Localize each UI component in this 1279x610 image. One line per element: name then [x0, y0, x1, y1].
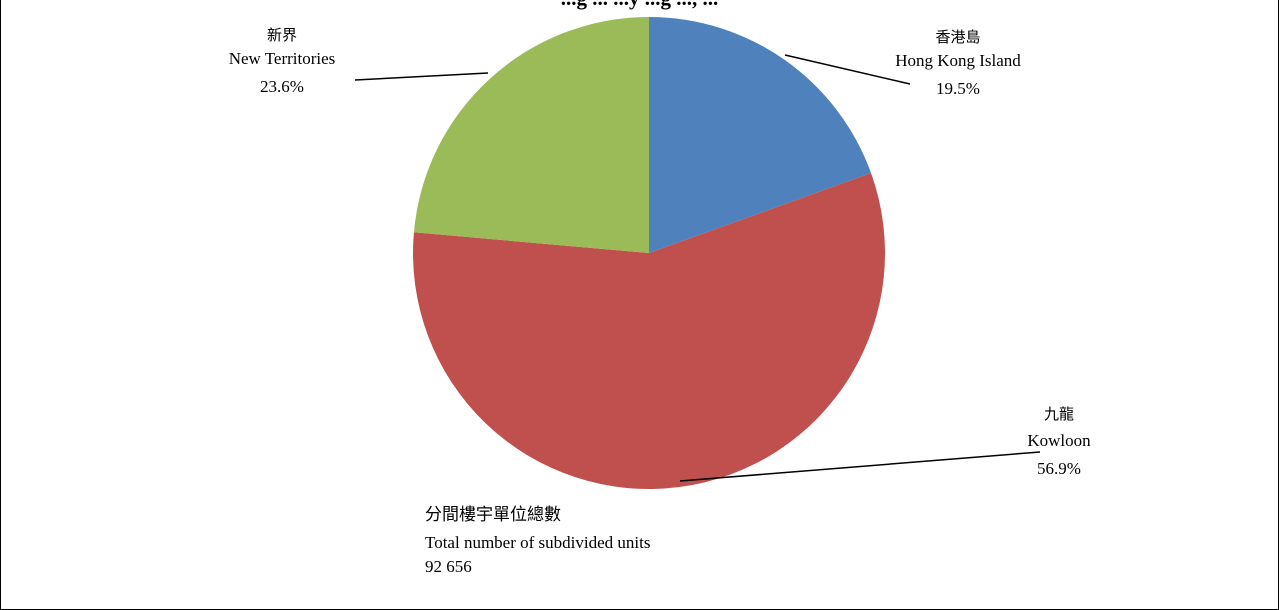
- slice-value-label: 23.6%: [260, 77, 304, 96]
- slice-label-zh: 香港島: [935, 28, 980, 46]
- slice-label-zh: 新界: [267, 26, 297, 44]
- total-label-en: Total number of subdivided units: [425, 533, 650, 552]
- slice-label-en: New Territories: [229, 49, 336, 68]
- pie-slice-new-territories: [413, 17, 649, 253]
- pie-slice-kowloon: [413, 173, 885, 490]
- pie-slice-hong-kong-island: [649, 17, 872, 253]
- slice-label-en: Hong Kong Island: [895, 51, 1021, 70]
- slice-label-zh: 九龍: [1044, 405, 1074, 423]
- slice-label-en: Kowloon: [1027, 431, 1091, 450]
- leader-line: [784, 54, 911, 85]
- leader-line: [354, 72, 489, 81]
- total-label-zh: 分間樓宇單位總數: [425, 505, 561, 525]
- chart-title: ...g ... ...y ...g ..., ...: [0, 0, 1279, 11]
- total-value: 92 656: [425, 557, 472, 576]
- slice-value-label: 19.5%: [936, 79, 980, 98]
- leader-line: [679, 451, 1041, 482]
- slice-value-label: 56.9%: [1037, 459, 1081, 478]
